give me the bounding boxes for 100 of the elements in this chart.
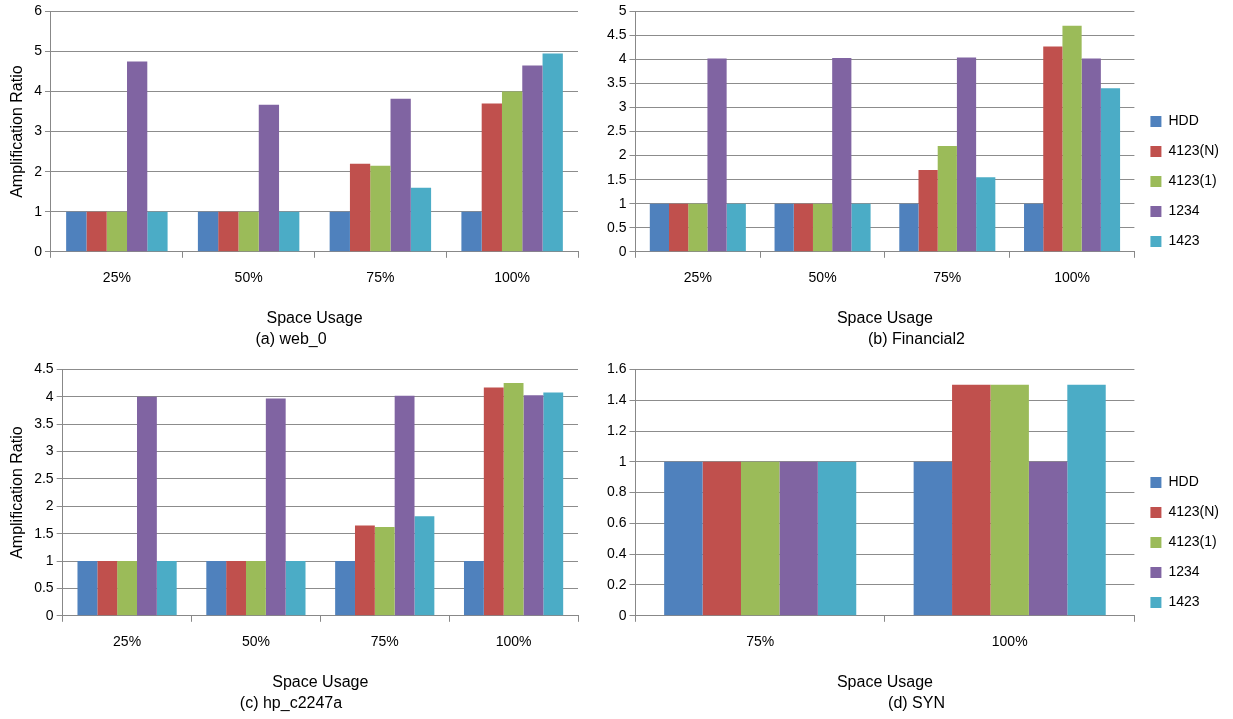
y-tick-label: 1.5 — [606, 170, 627, 187]
y-tick-label: 0.5 — [34, 579, 54, 596]
bar — [522, 65, 543, 252]
x-tick-label: 75% — [370, 633, 399, 650]
y-tick-label: 1.2 — [606, 421, 627, 438]
bar — [374, 527, 395, 616]
bar — [461, 211, 482, 252]
legend-label: 1234 — [1168, 563, 1200, 580]
bar — [956, 57, 977, 252]
y-tick-label: 2.5 — [606, 122, 627, 139]
x-axis-title: Space Usage — [266, 308, 363, 326]
y-tick-label: 1.6 — [606, 360, 627, 377]
y-tick-label: 1.5 — [34, 524, 54, 541]
bar — [279, 211, 300, 252]
bar — [390, 98, 411, 252]
x-tick-label: 75% — [746, 633, 775, 650]
bar — [66, 211, 87, 252]
bar — [414, 516, 435, 616]
x-axis-title: Space Usage — [836, 308, 934, 326]
bar — [156, 561, 177, 616]
bar — [349, 163, 371, 252]
y-tick-label: 0.4 — [606, 545, 627, 562]
bar — [503, 383, 524, 616]
y-tick-label: 3 — [34, 122, 43, 139]
bar — [707, 58, 727, 252]
legend-label: 1423 — [1168, 593, 1200, 610]
x-tick-label: 100% — [1054, 269, 1090, 286]
bar — [669, 203, 689, 252]
y-tick-label: 1 — [618, 194, 627, 211]
text: (b) Financial2 — [868, 329, 966, 347]
y-axis-title: Amplification Ratio — [8, 65, 26, 198]
y-tick-label: 0 — [618, 606, 627, 623]
bar — [335, 561, 355, 616]
y-axis-title: Amplification Ratio — [8, 426, 26, 559]
legend-label: 4123(N) — [1168, 142, 1220, 159]
legend-label: 4123(1) — [1168, 172, 1217, 189]
bar — [899, 203, 919, 252]
bar — [410, 187, 432, 252]
bar — [77, 561, 98, 616]
bar — [649, 203, 670, 252]
y-tick-label: 4 — [618, 50, 627, 67]
x-tick-label: 50% — [241, 633, 270, 650]
bar — [245, 561, 266, 616]
y-tick-label: 2 — [45, 497, 54, 514]
y-tick-label: 3 — [618, 98, 627, 115]
bar — [918, 170, 938, 252]
bar — [86, 211, 107, 252]
x-tick-label: 50% — [808, 269, 837, 286]
legend-label: 1234 — [1168, 202, 1200, 219]
y-tick-label: 0 — [45, 606, 54, 623]
bar — [832, 58, 852, 252]
x-tick-label: 75% — [366, 269, 395, 286]
bar — [542, 53, 563, 252]
bar — [523, 395, 544, 616]
legend-label: HDD — [1168, 112, 1199, 129]
bar — [543, 392, 564, 616]
bar — [812, 203, 833, 252]
y-tick-label: 0.2 — [606, 575, 627, 592]
bar — [1100, 88, 1121, 252]
x-tick-label: 25% — [113, 633, 142, 650]
y-tick-label: 1 — [618, 452, 627, 469]
bar — [226, 561, 246, 616]
y-tick-label: 5 — [34, 42, 43, 59]
bar — [265, 398, 286, 616]
bar — [481, 103, 502, 252]
y-tick-label: 1.4 — [606, 391, 627, 408]
x-tick-label: 100% — [991, 633, 1028, 650]
bar — [127, 61, 148, 252]
y-tick-label: 6 — [34, 2, 43, 19]
bar — [483, 387, 504, 616]
x-tick-label: 100% — [495, 633, 532, 650]
y-tick-label: 0.6 — [606, 514, 627, 531]
y-tick-label: 2 — [618, 146, 627, 163]
x-tick-label: 25% — [102, 269, 131, 286]
y-tick-label: 2.5 — [34, 469, 54, 486]
bar — [147, 211, 168, 252]
bar — [463, 561, 484, 616]
y-tick-label: 3.5 — [606, 74, 627, 91]
bar — [688, 203, 708, 252]
y-tick-label: 0.8 — [606, 483, 627, 500]
text: (a) web_0 — [255, 329, 327, 348]
y-tick-label: 3 — [45, 442, 54, 459]
bar — [258, 104, 280, 252]
bar — [1024, 203, 1044, 252]
y-tick-label: 4 — [45, 387, 54, 404]
bar — [329, 211, 350, 252]
bar — [206, 561, 227, 616]
y-tick-label: 1 — [45, 551, 54, 568]
bar — [106, 211, 128, 252]
bar — [501, 91, 523, 252]
x-axis-title: Space Usage — [272, 672, 369, 690]
bar — [976, 177, 996, 252]
bar — [197, 211, 219, 252]
bar — [137, 396, 157, 616]
bar — [774, 203, 794, 252]
x-tick-label: 100% — [494, 269, 531, 286]
y-tick-label: 4 — [34, 82, 43, 99]
y-tick-label: 5 — [618, 2, 627, 19]
text: (d) SYN — [888, 693, 945, 711]
y-tick-label: 2 — [34, 162, 43, 179]
